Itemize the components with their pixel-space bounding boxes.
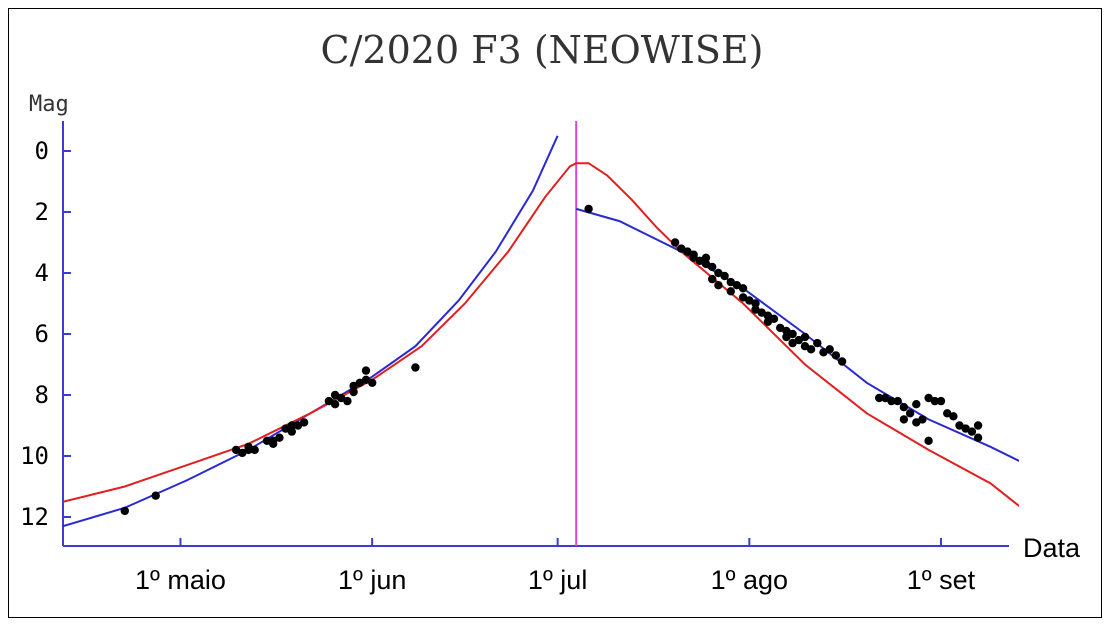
x-tick-labels: 1º maio 1º jun 1º jul 1º ago 1º set [135, 565, 976, 595]
observation-point [275, 433, 284, 442]
observation-point [670, 238, 680, 247]
fit-curves [63, 121, 1019, 546]
observation-point [337, 393, 346, 403]
observation-point [949, 412, 958, 421]
observation-point [800, 332, 810, 342]
observation-point [324, 396, 334, 406]
observation-point [899, 415, 909, 424]
observation-point [794, 335, 803, 345]
observation-point [330, 400, 340, 409]
observation-point [732, 281, 742, 290]
blue-fit-curve [63, 135, 559, 528]
observation-point [825, 345, 834, 354]
y-tick-label: 12 [20, 503, 49, 531]
observation-point [151, 491, 160, 500]
x-axis-label: Data [1023, 533, 1081, 563]
observation-point [708, 274, 717, 284]
observation-point [726, 287, 735, 296]
observation-point [899, 403, 909, 412]
observation-point [831, 351, 841, 360]
observation-point [708, 262, 717, 272]
blue-fit-curve [575, 207, 1019, 463]
y-tick-label: 8 [35, 381, 49, 409]
observation-point [244, 442, 253, 451]
x-tick-label: 1º set [907, 565, 976, 595]
observation-point [918, 415, 927, 424]
observation-point [349, 387, 358, 397]
chart-svg: C/2020 F3 (NEOWISE) Mag Data 0 2 4 6 8 10 12 1… [20, 28, 1081, 595]
observation-point [837, 357, 847, 366]
observation-point [912, 400, 921, 409]
observation-point [738, 293, 748, 302]
observation-point [806, 345, 816, 354]
y-tick-label: 10 [20, 442, 49, 470]
x-tick-label: 1º ago [711, 565, 788, 595]
observation-point [875, 393, 884, 403]
observation-point [936, 396, 946, 406]
chart-frame: C/2020 F3 (NEOWISE) Mag Data 0 2 4 6 8 10 12 1… [8, 8, 1102, 618]
axes-layer [62, 121, 1009, 547]
observation-point [881, 393, 890, 403]
observation-point [714, 281, 723, 290]
observation-point [411, 363, 420, 372]
observation-point [738, 284, 748, 293]
observation-point [584, 204, 593, 214]
observation-point [299, 418, 309, 427]
observation-point [720, 271, 729, 281]
observation-point [757, 308, 766, 317]
observation-point [788, 329, 797, 339]
y-tick-label: 2 [35, 198, 49, 226]
y-axis-label: Mag [29, 92, 69, 117]
observation-point [769, 314, 779, 323]
observation-point [973, 433, 983, 442]
red-fit-curve [63, 162, 1019, 508]
chart-title: C/2020 F3 (NEOWISE) [321, 28, 764, 72]
observation-point [349, 381, 358, 391]
observation-point [287, 421, 296, 430]
observation-point [930, 396, 939, 406]
y-tick-labels: 0 2 4 6 8 10 12 [20, 137, 49, 531]
observation-point [120, 506, 129, 516]
observation-point [269, 436, 278, 445]
observation-point [250, 445, 259, 455]
observation-point [893, 396, 902, 406]
observation-point [751, 299, 760, 308]
x-tick-label: 1º maio [135, 565, 226, 595]
observation-point [683, 247, 692, 256]
observation-point [361, 366, 371, 375]
observation-point [343, 396, 352, 406]
y-tick-label: 6 [35, 320, 49, 348]
observation-points [120, 204, 983, 516]
x-tick-label: 1º jun [338, 565, 406, 595]
observation-point [887, 396, 896, 406]
observation-point [955, 421, 964, 430]
observation-point [924, 393, 933, 403]
observation-point [924, 436, 933, 445]
observation-point [689, 250, 698, 259]
observation-point [905, 409, 915, 418]
observation-point [287, 427, 296, 436]
observation-point [368, 378, 377, 387]
observation-point [776, 323, 785, 333]
observation-point [813, 338, 822, 348]
observation-point [973, 421, 983, 430]
y-tick-label: 4 [35, 259, 49, 287]
y-tick-label: 0 [35, 137, 49, 165]
observation-point [701, 253, 711, 262]
x-tick-label: 1º jul [528, 565, 587, 595]
observation-point [967, 427, 977, 436]
